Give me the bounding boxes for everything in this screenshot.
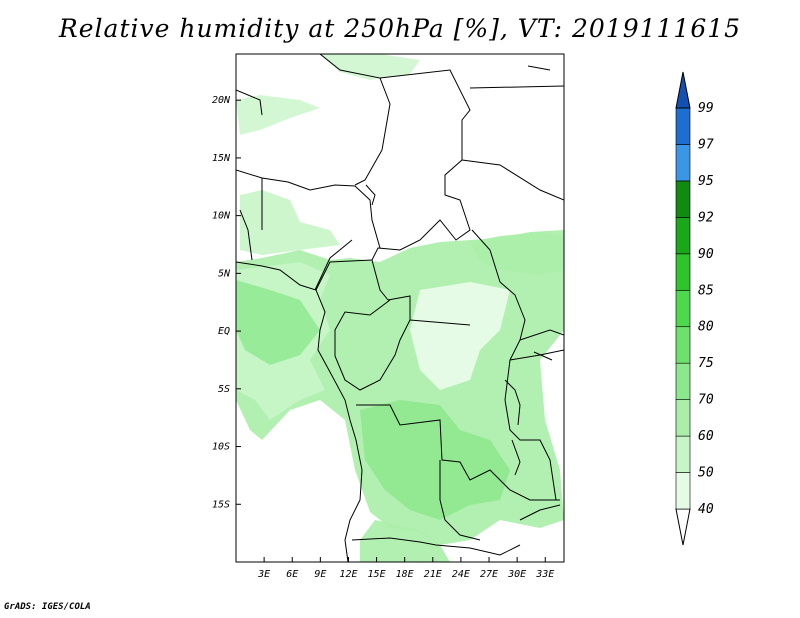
- colorbar-upper-arrow: [675, 71, 691, 109]
- humidity-region-north: [236, 95, 320, 135]
- colorbar-segment: [675, 144, 691, 182]
- colorbar-segment: [675, 472, 691, 510]
- y-tick-label: 5S: [218, 384, 230, 395]
- colorbar-segment: [675, 399, 691, 437]
- y-tick-label: 15S: [212, 499, 230, 510]
- colorbar-segment: [675, 107, 691, 145]
- colorbar-segment: [675, 362, 691, 400]
- grads-credit: GrADS: IGES/COLA: [4, 602, 91, 612]
- x-tick-label: 27E: [480, 569, 498, 580]
- y-tick-label: 15N: [212, 153, 231, 164]
- x-tick-label: 18E: [396, 569, 414, 580]
- x-tick-label: 15E: [368, 569, 386, 580]
- colorbar-label: 75: [698, 356, 714, 371]
- colorbar-label: 60: [698, 429, 714, 444]
- x-tick-label: 21E: [424, 569, 442, 580]
- colorbar-label: 40: [698, 502, 714, 517]
- y-tick-label: 10N: [212, 211, 231, 222]
- colorbar-segment: [675, 435, 691, 473]
- humidity-region-east-light: [410, 282, 510, 390]
- colorbar-segment: [675, 326, 691, 364]
- humidity-field: [236, 54, 564, 562]
- x-tick-label: 12E: [339, 569, 357, 580]
- x-tick-label: 24E: [452, 569, 470, 580]
- y-tick-label: 20N: [212, 95, 231, 106]
- colorbar-label: 90: [698, 247, 714, 262]
- colorbar-label: 99: [698, 101, 714, 116]
- humidity-region-coast: [236, 280, 320, 365]
- colorbar: 40 50 60 70 75 80 85 90 92 95 97 99: [675, 71, 714, 546]
- y-axis: 20N 15N 10N 5N EQ 5S 10S 15S: [212, 95, 241, 510]
- map-border: [235, 53, 565, 563]
- x-tick-label: 30E: [507, 569, 526, 580]
- humidity-region-sahel-west: [240, 190, 340, 255]
- colorbar-label: 85: [698, 283, 714, 298]
- colorbar-label: 97: [698, 137, 714, 152]
- x-tick-label: 6E: [286, 569, 298, 580]
- humidity-region-central: [360, 400, 510, 520]
- humidity-region-south: [360, 520, 450, 562]
- colorbar-label: 92: [698, 210, 714, 225]
- x-tick-label: 9E: [314, 569, 326, 580]
- y-tick-label: 5N: [218, 268, 231, 279]
- colorbar-label: 70: [698, 393, 714, 408]
- humidity-region-east: [470, 232, 564, 275]
- y-tick-label: 10S: [212, 442, 230, 453]
- y-tick-label: EQ: [218, 326, 230, 337]
- map-title: Relative humidity at 250hPa [%], VT: 201…: [58, 14, 742, 43]
- colorbar-label: 50: [698, 466, 714, 481]
- x-tick-label: 33E: [535, 569, 554, 580]
- colorbar-segment: [675, 289, 691, 328]
- colorbar-segment: [675, 180, 691, 218]
- colorbar-label: 95: [698, 174, 714, 189]
- colorbar-label: 80: [698, 320, 714, 335]
- colorbar-lower-arrow: [675, 508, 691, 546]
- x-tick-label: 3E: [257, 569, 270, 580]
- country-borders: [236, 54, 564, 562]
- x-axis: 3E 6E 9E 12E 15E 18E 21E 24E 27E 30E 33E: [257, 557, 554, 580]
- humidity-region-top: [320, 54, 420, 80]
- colorbar-segment: [675, 253, 691, 291]
- colorbar-segment: [675, 217, 691, 255]
